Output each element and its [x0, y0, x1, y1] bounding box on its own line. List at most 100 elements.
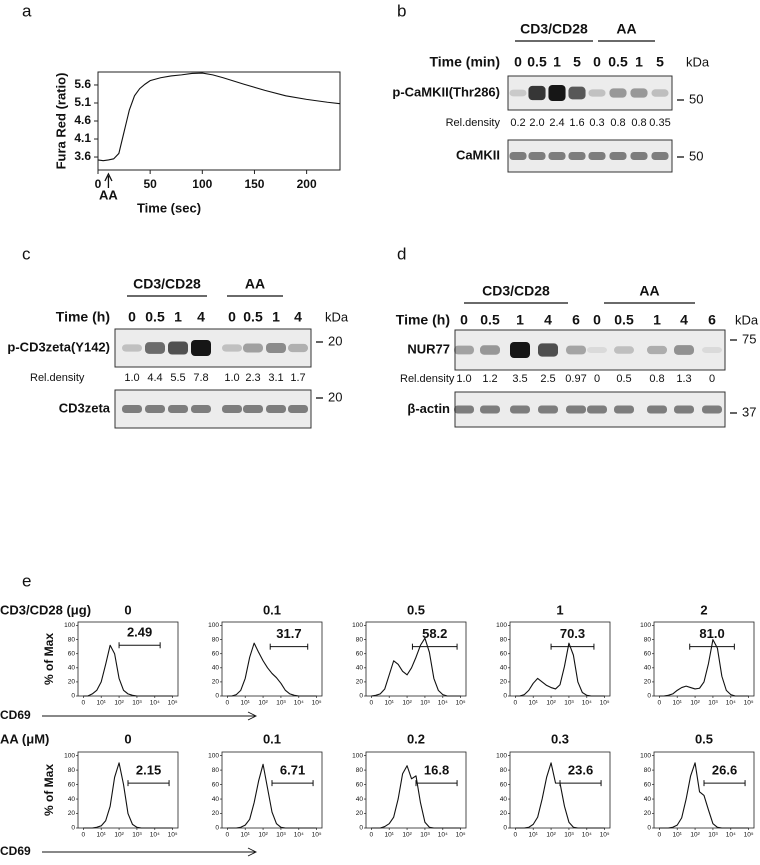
x-tick-label: 10³: [132, 700, 142, 707]
band: [266, 343, 286, 353]
loading-band: [168, 405, 188, 413]
lane-label: 5: [573, 54, 581, 70]
density-value: 1.2: [482, 373, 497, 385]
y-tick-label: 80: [356, 636, 364, 643]
loading-band: [288, 405, 308, 413]
lane-label: 0: [228, 309, 236, 325]
loading-band: [145, 405, 165, 413]
histogram-curve: [515, 642, 605, 697]
lane-label: 0.5: [480, 312, 500, 328]
density-value: 0.35: [649, 117, 670, 129]
y-tick-label: 4.1: [74, 131, 91, 145]
loading-band: [651, 152, 669, 160]
x-tick-label: 10⁴: [726, 700, 736, 707]
gate-label: 31.7: [276, 626, 301, 641]
x-tick-label: 10⁴: [294, 700, 304, 707]
x-tick-label: 10³: [708, 700, 718, 707]
density-value: 4.4: [147, 372, 162, 384]
lane-label: 0.5: [243, 309, 263, 325]
plot-frame: [653, 621, 755, 697]
y-tick-label: 80: [212, 767, 220, 774]
y-tick-label: 20: [500, 679, 508, 686]
y-tick-label: 0: [215, 693, 219, 700]
y-tick-label: 100: [496, 622, 507, 629]
x-tick-label: 50: [143, 177, 157, 191]
panel-label: d: [397, 244, 406, 263]
y-tick-label: 40: [212, 665, 220, 672]
band: [548, 85, 566, 101]
density-label: Rel.density: [400, 373, 455, 385]
lane-label: 0: [593, 312, 601, 328]
y-tick-label: 80: [356, 767, 364, 774]
x-tick-label: 10¹: [241, 700, 251, 707]
lane-label: 0.5: [608, 54, 628, 70]
row-label: CaMKII: [456, 147, 500, 162]
blot-membrane: [454, 329, 726, 371]
band: [510, 342, 530, 358]
x-tick-label: 10³: [276, 832, 286, 839]
density-value: 3.5: [512, 373, 527, 385]
x-tick-label: 100: [192, 177, 212, 191]
band: [702, 347, 722, 353]
y-tick-label: 20: [644, 810, 652, 817]
x-tick-label: 10³: [132, 832, 142, 839]
lane-label: 0.5: [614, 312, 634, 328]
density-value: 0.3: [589, 117, 604, 129]
y-tick-label: 60: [212, 650, 220, 657]
column-label: 0.2: [407, 731, 425, 746]
y-tick-label: 80: [68, 767, 76, 774]
row-label: CD3zeta: [59, 400, 111, 415]
annotation: AA: [99, 187, 118, 202]
x-tick-label: 10⁴: [726, 832, 736, 839]
y-tick-label: 80: [68, 636, 76, 643]
x-tick-label: 10²: [114, 832, 124, 839]
y-tick-label: 40: [68, 796, 76, 803]
gate-label: 2.15: [136, 763, 161, 778]
plot-frame: [77, 751, 179, 829]
x-tick-label: 200: [297, 177, 317, 191]
gate-label: 16.8: [424, 763, 449, 778]
column-label: 0.1: [263, 602, 281, 617]
x-tick-label: 10³: [420, 700, 430, 707]
lane-label: 0: [593, 54, 601, 70]
kda-label: kDa: [325, 309, 349, 324]
y-tick-label: 80: [212, 636, 220, 643]
y-tick-label: 20: [68, 810, 76, 817]
lane-label: 4: [197, 309, 205, 325]
x-tick-label: 10⁵: [744, 700, 754, 707]
lane-label: 0: [514, 54, 522, 70]
loading-band: [587, 405, 607, 414]
x-tick-label: 10²: [402, 700, 412, 707]
lane-label: 1: [174, 309, 182, 325]
lane-label: 4: [544, 312, 552, 328]
annotation-arrowhead: [104, 172, 113, 182]
column-label: 0: [124, 602, 131, 617]
band: [191, 340, 211, 356]
x-tick-label: 10⁵: [600, 832, 610, 839]
band: [647, 345, 667, 355]
x-tick-label: 10¹: [97, 700, 107, 707]
x-tick-label: 10⁵: [600, 700, 610, 707]
y-tick-label: 40: [212, 796, 220, 803]
gate-label: 6.71: [280, 763, 305, 778]
loading-band: [702, 405, 722, 414]
y-tick-label: 40: [500, 796, 508, 803]
x-tick-label: 10²: [690, 700, 700, 707]
density-value: 0.8: [631, 117, 646, 129]
y-tick-label: 0: [71, 693, 75, 700]
x-tick-label: 0: [514, 700, 518, 707]
x-tick-label: 0: [82, 832, 86, 839]
x-tick-label: 10⁵: [456, 832, 466, 839]
histogram-curve: [371, 637, 461, 697]
band: [122, 344, 142, 352]
y-axis-label: % of Max: [42, 764, 56, 816]
y-tick-label: 0: [503, 693, 507, 700]
y-tick-label: 40: [68, 665, 76, 672]
lane-label: 0.5: [145, 309, 165, 325]
band: [609, 88, 627, 98]
loading-band: [538, 405, 558, 414]
density-value: 0: [709, 373, 715, 385]
y-tick-label: 60: [356, 781, 364, 788]
x-tick-label: 10³: [420, 832, 430, 839]
x-axis-arrowhead: [247, 711, 258, 721]
